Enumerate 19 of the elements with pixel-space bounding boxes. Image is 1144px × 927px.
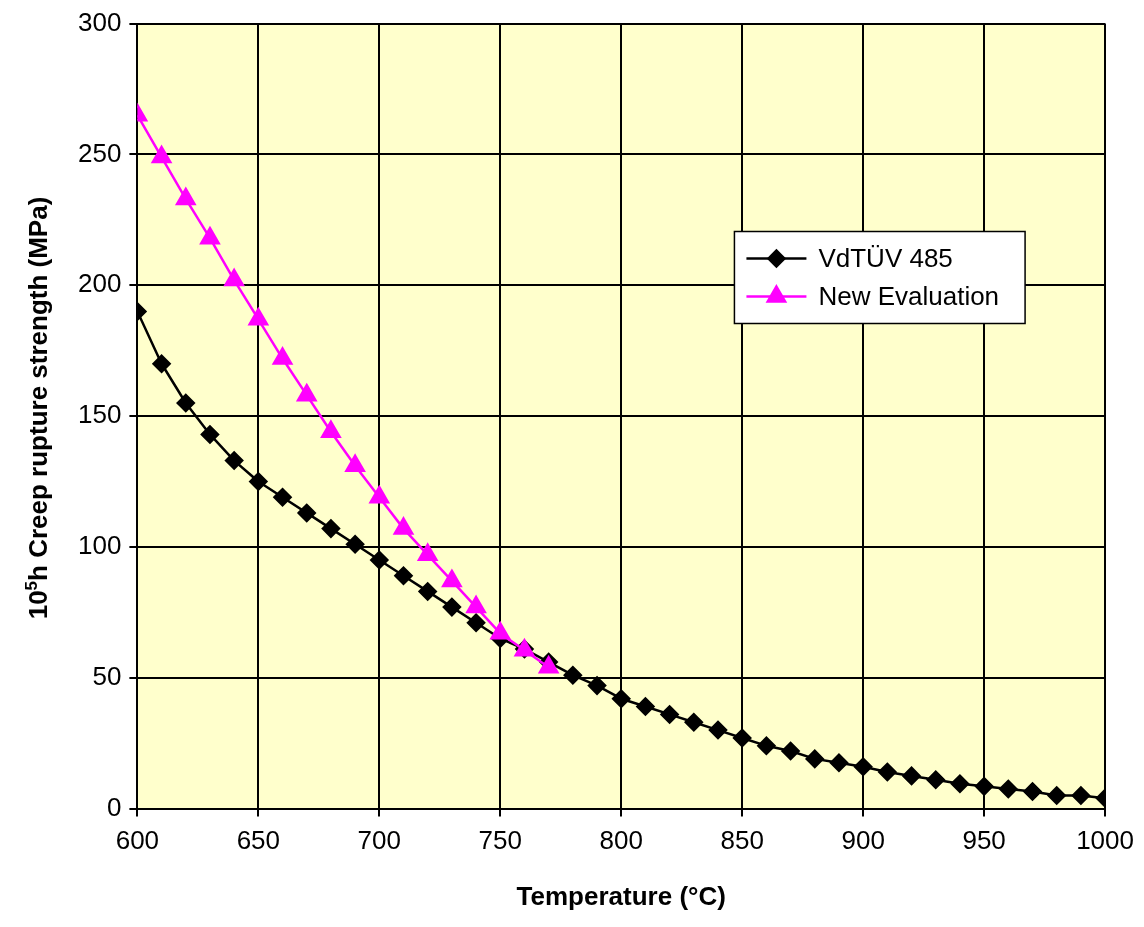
legend-label: VdTÜV 485 xyxy=(818,242,953,273)
y-tick-label: 50 xyxy=(92,660,122,691)
legend-label: New Evaluation xyxy=(818,280,1000,311)
x-tick-label: 850 xyxy=(720,825,764,856)
x-tick-label: 600 xyxy=(115,825,160,856)
y-tick-label: 200 xyxy=(77,268,122,299)
x-tick-label: 800 xyxy=(599,825,643,856)
y-tick-label: 100 xyxy=(77,530,122,561)
y-tick-label: 0 xyxy=(106,791,122,822)
y-tick-label: 150 xyxy=(77,399,122,430)
x-tick-label: 650 xyxy=(236,825,281,856)
x-tick-label: 1000 xyxy=(1076,825,1134,856)
x-tick-label: 750 xyxy=(478,825,522,856)
x-tick-label: 900 xyxy=(841,825,885,856)
y-tick-label: 250 xyxy=(77,137,122,168)
y-tick-label: 300 xyxy=(77,6,122,37)
x-tick-label: 700 xyxy=(357,825,401,856)
x-tick-label: 950 xyxy=(962,825,1006,856)
x-axis-title: Temperature (°C) xyxy=(516,880,726,911)
